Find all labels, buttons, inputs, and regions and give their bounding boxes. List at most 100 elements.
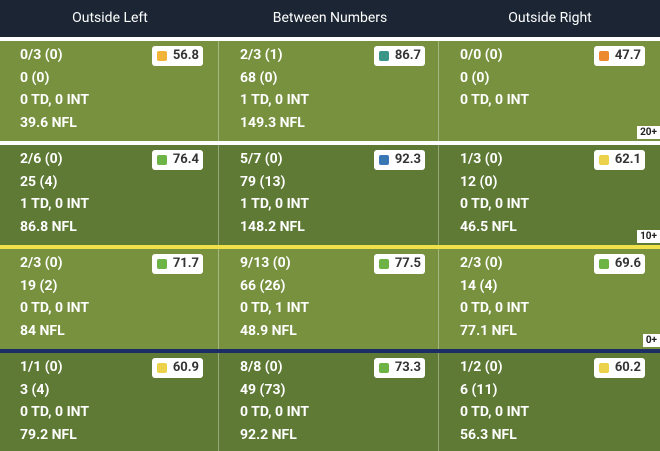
grade-color	[379, 363, 389, 373]
grade-badge: 62.1	[594, 150, 645, 170]
stat-line: 0 TD, 0 INT	[20, 300, 90, 316]
stat-line: 49 (73)	[240, 381, 286, 398]
stat-line: 0 TD, 0 INT	[460, 92, 530, 108]
grade-color	[379, 155, 389, 165]
stat-line: 0 TD, 0 INT	[460, 404, 530, 420]
zone-cell: 8/8 (0) 49 (73) 0 TD, 0 INT 92.2 NFL 73.3	[220, 353, 440, 451]
grade-badge: 73.3	[374, 358, 425, 378]
grade-value: 56.8	[172, 48, 199, 63]
grade-value: 60.9	[172, 360, 199, 375]
column-header: Outside Left	[72, 10, 148, 26]
zone-cell: 2/6 (0) 25 (4) 1 TD, 0 INT 86.8 NFL 76.4	[0, 145, 220, 245]
stat-line: 66 (26)	[240, 277, 286, 294]
column-header: Outside Right	[508, 10, 592, 26]
stat-line: 149.3 NFL	[240, 114, 305, 131]
stat-line: 68 (0)	[240, 69, 278, 86]
grade-badge: 60.2	[594, 358, 645, 378]
stat-line: 9/13 (0)	[240, 255, 291, 271]
zone-cell: 1/3 (0) 12 (0) 0 TD, 0 INT 46.5 NFL 62.1	[440, 145, 660, 245]
grade-badge: 76.4	[152, 150, 203, 170]
grade-color	[599, 363, 609, 373]
grade-badge: 77.5	[374, 254, 425, 274]
grade-color	[157, 51, 167, 61]
zone-cell: 5/7 (0) 79 (13) 1 TD, 0 INT 148.2 NFL 92.3	[220, 145, 440, 245]
stat-line: 25 (4)	[20, 173, 58, 190]
column-line	[218, 353, 219, 451]
zone-row: 2/3 (0) 19 (2) 0 TD, 0 INT 84 NFL 71.7 9/13 (…	[0, 249, 660, 349]
stat-line: 0 TD, 0 INT	[20, 92, 90, 108]
column-header: Between Numbers	[272, 10, 388, 26]
grade-value: 86.7	[394, 48, 421, 63]
yard-marker: 10+	[637, 230, 660, 243]
zone-cell: 0/3 (0) 0 (0) 0 TD, 0 INT 39.6 NFL 56.8	[0, 41, 220, 141]
stat-line: 1 TD, 0 INT	[20, 196, 90, 212]
stat-line: 3 (4)	[20, 381, 50, 398]
grade-value: 62.1	[614, 152, 641, 167]
stat-line: 79.2 NFL	[20, 426, 77, 443]
stat-line: 6 (11)	[460, 381, 498, 398]
grade-color	[157, 363, 167, 373]
column-line	[438, 353, 439, 451]
stat-line: 148.2 NFL	[240, 218, 305, 235]
grade-color	[157, 259, 167, 269]
grade-color	[157, 155, 167, 165]
grade-color	[379, 259, 389, 269]
grade-badge: 47.7	[594, 46, 645, 66]
grade-color	[599, 259, 609, 269]
column-line	[218, 249, 219, 349]
zone-cell: 2/3 (0) 14 (4) 0 TD, 0 INT 77.1 NFL 69.6	[440, 249, 660, 349]
zone-cell: 9/13 (0) 66 (26) 0 TD, 1 INT 48.9 NFL 77.5	[220, 249, 440, 349]
grade-badge: 60.9	[152, 358, 203, 378]
stat-line: 92.2 NFL	[240, 426, 297, 443]
column-line	[218, 145, 219, 245]
grade-value: 47.7	[614, 48, 641, 63]
stat-line: 0 TD, 0 INT	[460, 196, 530, 212]
yard-marker: 0+	[642, 334, 660, 347]
zone-divider	[0, 349, 660, 353]
stat-line: 86.8 NFL	[20, 218, 77, 235]
zone-divider	[0, 245, 660, 249]
stat-line: 0 TD, 0 INT	[240, 404, 310, 420]
zone-cell: 0/0 (0) 0 (0) 0 TD, 0 INT 47.7	[440, 41, 660, 141]
stat-line: 1/3 (0)	[460, 151, 503, 167]
grade-badge: 92.3	[374, 150, 425, 170]
stat-line: 56.3 NFL	[460, 426, 517, 443]
stat-line: 48.9 NFL	[240, 322, 297, 339]
stat-line: 1/2 (0)	[460, 359, 503, 375]
zone-cell: 2/3 (0) 19 (2) 0 TD, 0 INT 84 NFL 71.7	[0, 249, 220, 349]
grade-badge: 71.7	[152, 254, 203, 274]
yard-marker: 20+	[637, 126, 660, 139]
stat-line: 0 TD, 1 INT	[240, 300, 310, 316]
column-line	[438, 145, 439, 245]
stat-line: 0/0 (0)	[460, 47, 503, 63]
grade-value: 92.3	[394, 152, 421, 167]
grade-badge: 86.7	[374, 46, 425, 66]
grade-value: 73.3	[394, 360, 421, 375]
stat-line: 14 (4)	[460, 277, 498, 294]
zone-row: 1/1 (0) 3 (4) 0 TD, 0 INT 79.2 NFL 60.9 8/8 (…	[0, 353, 660, 451]
grade-color	[379, 51, 389, 61]
stat-line: 8/8 (0)	[240, 359, 283, 375]
stat-line: 0 TD, 0 INT	[20, 404, 90, 420]
stat-line: 1 TD, 0 INT	[240, 92, 310, 108]
grade-value: 76.4	[172, 152, 199, 167]
stat-line: 0 (0)	[20, 69, 50, 86]
column-line	[438, 41, 439, 141]
stat-line: 84 NFL	[20, 322, 65, 339]
stat-line: 46.5 NFL	[460, 218, 517, 235]
grade-value: 71.7	[172, 256, 199, 271]
zone-row: 0/3 (0) 0 (0) 0 TD, 0 INT 39.6 NFL 56.8 2/3 (…	[0, 41, 660, 141]
zone-row: 2/6 (0) 25 (4) 1 TD, 0 INT 86.8 NFL 76.4 5/7 …	[0, 145, 660, 245]
stat-line: 77.1 NFL	[460, 322, 517, 339]
grade-value: 60.2	[614, 360, 641, 375]
stat-line: 12 (0)	[460, 173, 498, 190]
zone-divider	[0, 37, 660, 41]
stat-line: 0 TD, 0 INT	[460, 300, 530, 316]
zone-cell: 1/2 (0) 6 (11) 0 TD, 0 INT 56.3 NFL 60.2	[440, 353, 660, 451]
zone-cell: 2/3 (1) 68 (0) 1 TD, 0 INT 149.3 NFL 86.7	[220, 41, 440, 141]
stat-line: 79 (13)	[240, 173, 286, 190]
stat-line: 1/1 (0)	[20, 359, 63, 375]
stat-line: 1 TD, 0 INT	[240, 196, 310, 212]
stat-line: 2/6 (0)	[20, 151, 63, 167]
